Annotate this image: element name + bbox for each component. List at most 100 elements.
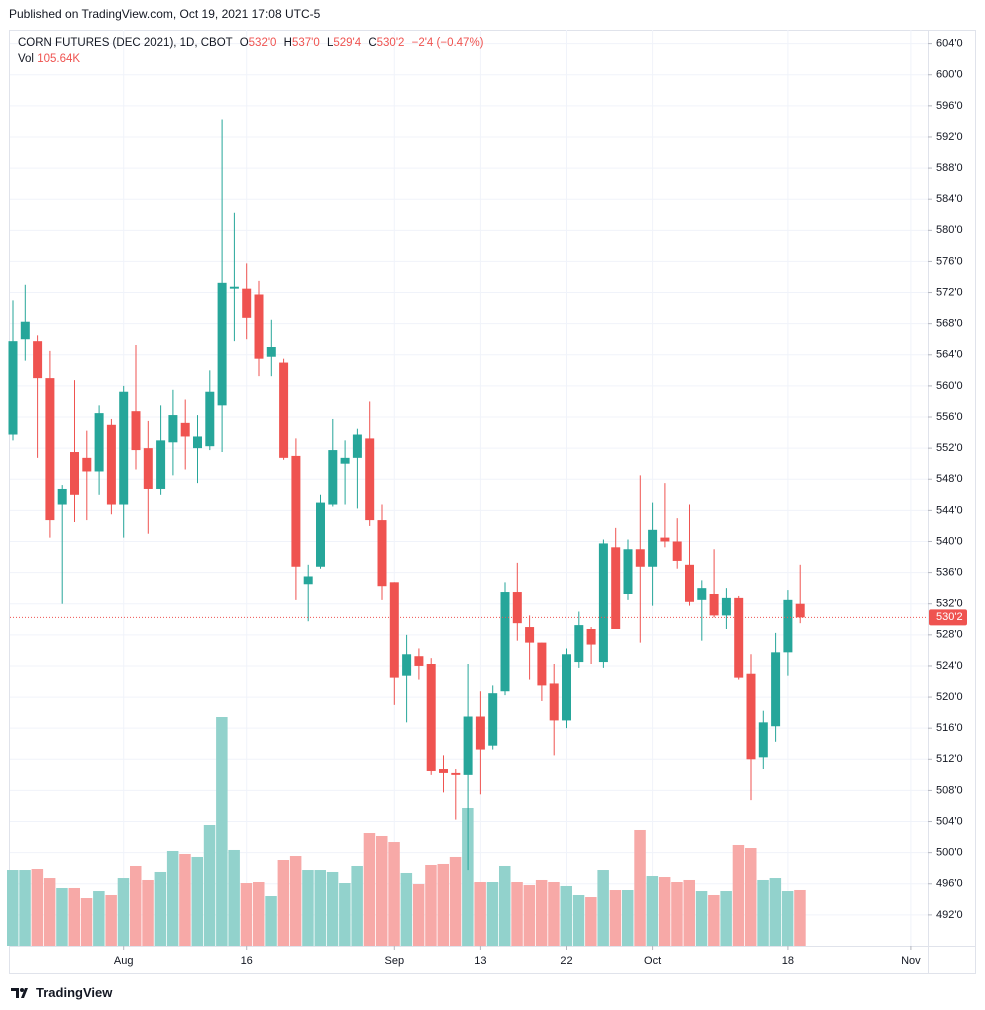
candle-body (156, 440, 166, 489)
volume-bar (43, 878, 56, 946)
volume-bar (191, 856, 203, 946)
volume-bar (326, 871, 339, 946)
y-tick-label: 592'0 (936, 131, 963, 143)
candle-body (340, 457, 350, 464)
candle-body (180, 422, 190, 437)
candle-body (254, 294, 264, 359)
low-key: L (326, 37, 334, 49)
y-tick-label: 572'0 (936, 286, 963, 298)
candle-body (402, 654, 412, 676)
candle-body (20, 321, 30, 340)
open-key: O (239, 37, 249, 49)
volume-bar (585, 897, 597, 946)
volume-bar (769, 878, 782, 946)
candle-body (562, 654, 571, 721)
change-value: −2'4 (−0.47%) (411, 37, 484, 49)
volume-bar (437, 863, 449, 946)
volume-bar (474, 882, 486, 946)
volume-bar (166, 850, 179, 946)
candle-body (475, 716, 485, 750)
candle-body (242, 288, 252, 318)
y-tick-label: 548'0 (936, 473, 963, 485)
candle-body (205, 391, 215, 447)
volume-bar (511, 882, 523, 946)
candle-body (229, 286, 239, 289)
last-price-box (929, 609, 967, 626)
y-tick-label: 504'0 (936, 815, 963, 827)
x-tick-label: 18 (782, 955, 794, 967)
volume-bar (130, 865, 142, 946)
y-tick-label: 580'0 (936, 224, 963, 236)
close-key: C (368, 37, 377, 49)
volume-bar (277, 859, 290, 946)
x-tick-label: Nov (901, 955, 921, 967)
candle-body (426, 664, 436, 771)
volume-bar (93, 891, 105, 946)
candle-body (328, 450, 338, 505)
candle-body (685, 564, 694, 602)
close-value: 530'2 (376, 37, 405, 49)
y-tick-label: 552'0 (936, 442, 963, 454)
candle-body (672, 541, 682, 561)
volume-bar (179, 854, 191, 946)
volume-bar (7, 870, 19, 946)
y-tick-label: 568'0 (936, 318, 963, 330)
candle-body (660, 537, 670, 542)
candle-body (82, 457, 92, 472)
volume-bar (117, 878, 130, 946)
y-tick-label: 556'0 (936, 411, 963, 423)
candle-body (266, 347, 276, 357)
volume-bar (560, 885, 572, 946)
candle-body (451, 772, 461, 775)
legend-price-row: CORN FUTURES (DEC 2021), 1D, CBOT O532'0… (18, 35, 484, 51)
candle-body (414, 656, 424, 666)
candle-body (598, 543, 608, 663)
volume-bar (499, 865, 511, 946)
volume-bar (695, 891, 708, 946)
volume-bar (425, 864, 437, 946)
volume-bar (142, 879, 154, 946)
volume-bar (80, 898, 93, 946)
x-tick-label: 22 (560, 955, 572, 967)
candle-body (291, 455, 301, 567)
volume-bar (105, 894, 117, 946)
y-tick-label: 516'0 (936, 722, 963, 734)
y-tick-label: 492'0 (936, 909, 963, 921)
volume-bar (794, 889, 806, 946)
candle-body (377, 520, 387, 587)
y-tick-label: 564'0 (936, 349, 963, 361)
volume-bar (253, 882, 265, 946)
candle-body (106, 424, 116, 505)
y-tick-label: 576'0 (936, 255, 963, 267)
candle-body (783, 599, 793, 653)
volume-bar (745, 848, 757, 946)
y-tick-label: 508'0 (936, 784, 963, 796)
candle-body (697, 588, 707, 600)
vol-key: Vol (18, 53, 34, 65)
candle-body (586, 628, 596, 645)
candle-body (365, 438, 375, 521)
y-tick-label: 588'0 (936, 162, 963, 174)
vol-value: 105.64K (37, 53, 81, 65)
volume-bar (671, 882, 683, 946)
candle-body (746, 673, 756, 760)
candle-body (648, 529, 658, 567)
volume-bar (720, 891, 732, 946)
candle-body (217, 282, 227, 406)
y-tick-label: 560'0 (936, 380, 963, 392)
y-tick-label: 596'0 (936, 100, 963, 112)
volume-bar (646, 876, 659, 946)
volume-bar (388, 842, 400, 946)
candle-body (771, 652, 781, 727)
y-tick-label: 512'0 (936, 753, 963, 765)
volume-bar (449, 856, 462, 946)
volume-bar (781, 891, 794, 946)
candle-body (525, 627, 535, 643)
volume-bar (412, 884, 425, 946)
candle-body (549, 683, 559, 721)
x-tick-label: Oct (644, 955, 661, 967)
candle-body (439, 769, 448, 773)
volume-bar (400, 872, 413, 946)
y-tick-label: 524'0 (936, 660, 963, 672)
